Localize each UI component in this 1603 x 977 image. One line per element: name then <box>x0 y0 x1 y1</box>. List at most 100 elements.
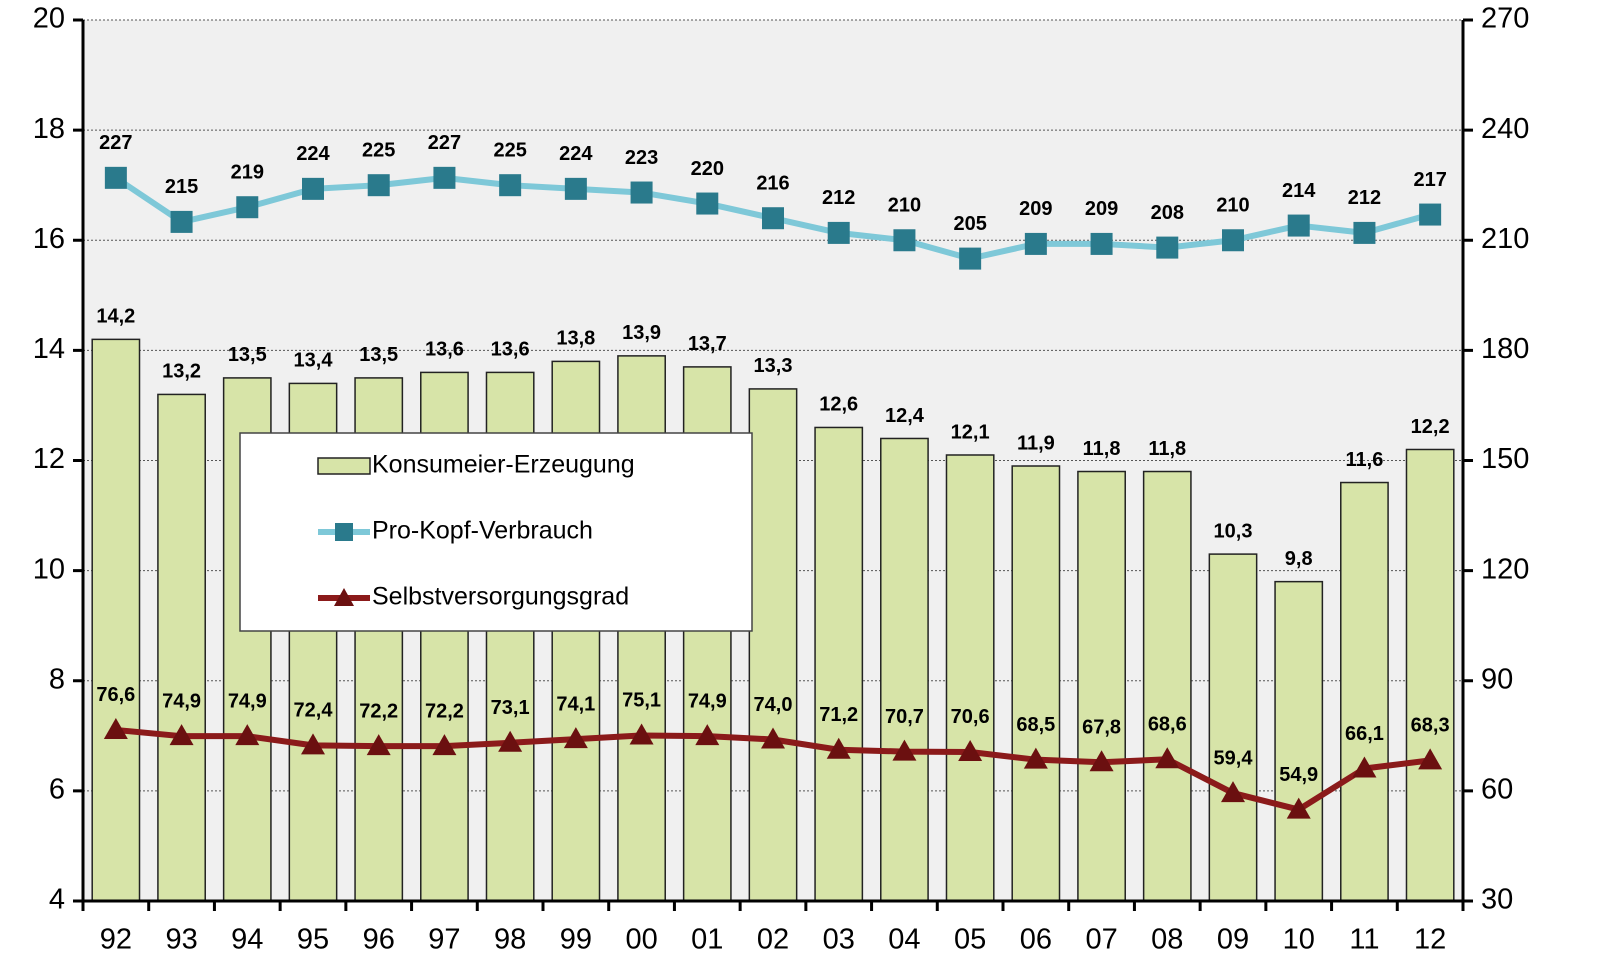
data-label: 12,6 <box>819 394 858 416</box>
marker <box>236 196 259 219</box>
bar <box>1405 448 1455 902</box>
data-label: 13,6 <box>425 339 464 361</box>
y-tick-label: 10 <box>33 553 65 585</box>
data-label: 13,8 <box>556 328 595 350</box>
data-label: 66,1 <box>1345 723 1384 745</box>
marker <box>1353 221 1376 244</box>
y2-tick-label: 120 <box>1481 553 1529 585</box>
legend-marker <box>334 588 354 606</box>
data-label: 13,6 <box>491 339 530 361</box>
x-tick-label: 04 <box>888 924 920 956</box>
data-label: 54,9 <box>1279 764 1318 786</box>
marker <box>892 739 917 761</box>
marker <box>433 166 456 189</box>
data-label: 13,3 <box>754 355 793 377</box>
legend-marker <box>335 523 353 541</box>
y2-tick-label: 210 <box>1481 223 1529 255</box>
legend: Konsumeier-Erzeugung Pro-Kopf-Verbrauch Se… <box>239 432 753 632</box>
marker <box>235 724 260 746</box>
bar <box>748 388 798 902</box>
y2-tick-label: 90 <box>1481 663 1513 695</box>
marker <box>959 247 982 270</box>
y-tick-label: 18 <box>33 113 65 145</box>
data-label: 225 <box>493 139 526 161</box>
data-label: 70,6 <box>951 706 990 728</box>
bar <box>1208 553 1258 902</box>
marker <box>1352 756 1377 778</box>
bar <box>880 437 929 902</box>
y2-tick-label: 270 <box>1481 3 1529 35</box>
marker <box>432 734 457 756</box>
data-label: 224 <box>296 143 330 165</box>
bar <box>157 393 206 902</box>
data-label: 68,6 <box>1148 714 1187 736</box>
data-label: 71,2 <box>819 704 858 726</box>
x-tick-label: 96 <box>363 924 395 956</box>
marker <box>1155 747 1180 769</box>
data-label: 74,0 <box>754 694 793 716</box>
data-label: 12,1 <box>951 421 990 443</box>
x-tick-label: 00 <box>625 924 657 956</box>
data-label: 74,1 <box>556 693 595 715</box>
data-label: 11,8 <box>1148 438 1186 460</box>
bar <box>1340 481 1389 902</box>
data-label: 74,9 <box>688 690 727 712</box>
y2-tick-label: 180 <box>1481 333 1529 365</box>
data-label: 212 <box>1348 187 1381 209</box>
data-label: 70,7 <box>885 706 924 728</box>
data-label: 12,2 <box>1411 416 1450 438</box>
marker <box>629 723 654 745</box>
data-label: 13,4 <box>294 350 334 372</box>
legend-label: Selbstversorgungsgrad <box>372 583 629 611</box>
marker <box>1287 214 1310 237</box>
marker <box>301 733 325 755</box>
data-label: 9,8 <box>1285 548 1313 570</box>
x-tick-label: 92 <box>100 924 132 956</box>
bar <box>814 426 864 902</box>
legend-label: Pro-Kopf-Verbrauch <box>372 517 593 545</box>
marker <box>1418 748 1443 770</box>
data-label: 208 <box>1151 202 1184 224</box>
data-label: 205 <box>953 213 986 235</box>
data-label: 59,4 <box>1214 747 1254 769</box>
marker <box>169 724 194 746</box>
marker <box>762 207 784 230</box>
marker <box>564 177 587 200</box>
marker <box>367 174 390 197</box>
marker <box>1286 797 1311 819</box>
marker <box>827 221 850 244</box>
y2-tick-label: 240 <box>1481 113 1529 145</box>
data-label: 73,1 <box>491 697 530 719</box>
data-label: 209 <box>1019 198 1052 220</box>
data-label: 219 <box>231 161 264 183</box>
data-label: 74,9 <box>162 690 201 712</box>
x-tick-label: 09 <box>1217 924 1249 956</box>
y-tick-label: 8 <box>49 663 65 695</box>
y-tick-label: 4 <box>49 884 65 916</box>
legend-label: Konsumeier-Erzeugung <box>372 451 635 479</box>
y-tick-label: 14 <box>33 333 65 365</box>
marker <box>1221 781 1245 803</box>
data-label: 13,7 <box>688 333 727 355</box>
data-label: 11,6 <box>1346 449 1384 471</box>
data-label: 215 <box>165 176 198 198</box>
marker <box>1024 232 1047 255</box>
marker <box>302 177 324 200</box>
x-tick-label: 98 <box>494 924 526 956</box>
marker <box>958 739 983 761</box>
y2-tick-label: 150 <box>1481 443 1529 475</box>
data-label: 210 <box>888 195 921 217</box>
data-label: 10,3 <box>1214 520 1253 542</box>
data-label: 220 <box>691 158 724 180</box>
marker <box>761 727 785 749</box>
data-label: 67,8 <box>1082 717 1121 739</box>
x-tick-label: 12 <box>1414 924 1446 956</box>
data-label: 212 <box>822 187 855 209</box>
data-label: 223 <box>625 147 658 169</box>
x-tick-label: 03 <box>823 924 855 956</box>
data-label: 225 <box>362 139 395 161</box>
marker <box>630 181 653 204</box>
x-tick-label: 06 <box>1020 924 1052 956</box>
marker <box>695 724 720 746</box>
data-label: 68,5 <box>1016 714 1055 736</box>
